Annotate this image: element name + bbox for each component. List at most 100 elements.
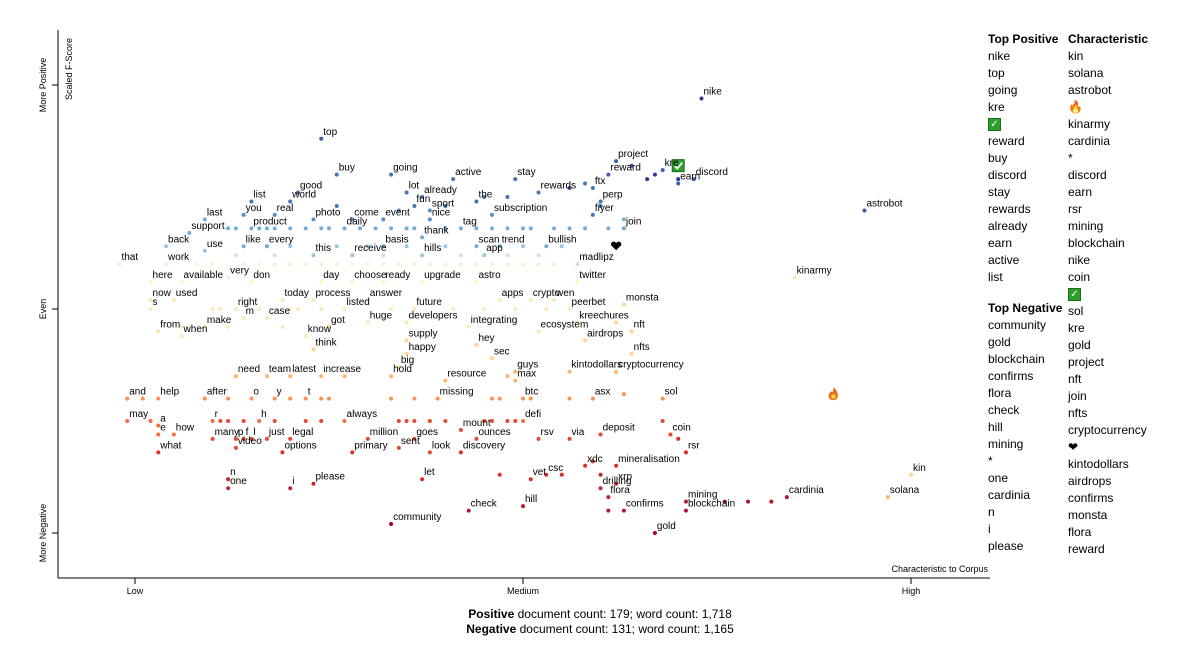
data-point-developers[interactable] <box>404 320 409 325</box>
data-point-49[interactable] <box>505 253 510 258</box>
data-point-mineralisation[interactable] <box>614 463 619 468</box>
data-point-59[interactable] <box>319 262 324 267</box>
data-point-airdrops[interactable] <box>583 338 588 343</box>
data-point-please[interactable] <box>311 481 316 486</box>
characteristic-item[interactable]: sol <box>1068 303 1148 320</box>
data-point-integrating[interactable] <box>466 324 471 329</box>
data-point-20[interactable] <box>327 226 331 231</box>
data-point-tag[interactable] <box>458 226 463 231</box>
data-point-choose[interactable] <box>350 280 355 285</box>
data-point-many[interactable] <box>210 436 215 441</box>
data-point-video[interactable] <box>233 445 238 450</box>
data-point-57[interactable] <box>288 262 293 267</box>
term-link[interactable]: gold <box>1068 338 1091 352</box>
data-point-going[interactable] <box>389 172 394 177</box>
data-point-126[interactable] <box>606 508 611 513</box>
data-point-128[interactable] <box>722 499 727 504</box>
data-point-18[interactable] <box>303 226 308 231</box>
data-point-118[interactable] <box>505 419 510 423</box>
data-point-stay[interactable] <box>513 177 518 182</box>
check-mark-icon[interactable]: ✓ <box>988 118 1001 132</box>
data-point-9[interactable] <box>334 203 339 208</box>
top-negative-item[interactable]: blockchain <box>988 351 1062 368</box>
term-link[interactable]: kintodollars <box>1068 457 1129 471</box>
data-point-drilling[interactable] <box>598 486 603 491</box>
data-point-increase[interactable] <box>319 374 324 379</box>
data-point-confirms[interactable] <box>621 508 626 513</box>
data-point-last[interactable] <box>202 217 207 222</box>
data-point-102[interactable] <box>567 396 572 401</box>
data-point-nice[interactable] <box>427 217 432 222</box>
term-link[interactable]: monsta <box>1068 508 1108 522</box>
term-link[interactable]: sol <box>1068 304 1084 318</box>
top-positive-item[interactable]: nike <box>988 48 1058 65</box>
data-point-solana[interactable] <box>885 495 890 500</box>
data-point-53[interactable] <box>210 262 215 267</box>
term-link[interactable]: discord <box>988 168 1027 182</box>
term-link[interactable]: buy <box>988 151 1008 165</box>
data-point-95[interactable] <box>319 396 324 401</box>
characteristic-item[interactable]: cryptocurrency <box>1068 422 1148 439</box>
top-positive-item[interactable]: going <box>988 82 1058 99</box>
data-point-receive[interactable] <box>350 253 355 258</box>
term-link[interactable]: project <box>1068 355 1105 369</box>
data-point-available[interactable] <box>179 280 184 285</box>
data-point-one[interactable] <box>226 486 231 491</box>
data-point-community[interactable] <box>389 522 394 527</box>
data-point-72[interactable] <box>521 262 525 267</box>
data-point-used[interactable] <box>171 298 176 303</box>
data-point-discord[interactable] <box>691 177 696 182</box>
data-point-s[interactable] <box>148 307 153 311</box>
data-point-64[interactable] <box>396 262 401 267</box>
data-point-o[interactable] <box>249 396 254 401</box>
data-point-58[interactable] <box>303 262 308 267</box>
data-point-project[interactable] <box>614 159 619 164</box>
characteristic-item[interactable]: blockchain <box>1068 235 1148 252</box>
data-point-106[interactable] <box>226 419 231 423</box>
characteristic-item[interactable]: nike <box>1068 252 1148 269</box>
data-point-7[interactable] <box>505 195 510 199</box>
term-link[interactable]: kre <box>988 100 1005 114</box>
data-point-109[interactable] <box>303 419 308 423</box>
term-link[interactable]: blockchain <box>988 352 1045 366</box>
data-point-already[interactable] <box>420 195 425 199</box>
data-point-back[interactable] <box>164 244 169 249</box>
data-point-2[interactable] <box>652 172 657 177</box>
data-point-photo[interactable] <box>311 217 316 222</box>
term-link[interactable]: nike <box>1068 253 1091 267</box>
data-point-kre[interactable] <box>660 168 665 173</box>
data-point-122[interactable] <box>590 459 595 464</box>
characteristic-item[interactable]: earn <box>1068 184 1148 201</box>
data-point-50[interactable] <box>536 253 541 258</box>
data-point-17[interactable] <box>288 226 293 231</box>
characteristic-item[interactable]: astrobot <box>1068 82 1148 99</box>
data-point-124[interactable] <box>497 472 502 477</box>
data-point-79[interactable] <box>295 307 300 311</box>
top-positive-item[interactable]: kre <box>988 99 1058 116</box>
data-point-subscription[interactable] <box>489 212 494 217</box>
data-point-127[interactable] <box>769 499 774 504</box>
data-point-88[interactable] <box>280 324 285 329</box>
data-point-93[interactable] <box>226 396 231 401</box>
data-point-119[interactable] <box>513 419 518 423</box>
data-point-support[interactable] <box>187 230 192 235</box>
data-point-rsr[interactable] <box>683 450 688 455</box>
data-point-that[interactable] <box>117 262 122 267</box>
data-point-105[interactable] <box>218 419 223 423</box>
term-link[interactable]: one <box>988 471 1009 485</box>
check-mark-emoji[interactable] <box>671 159 685 173</box>
data-point-111[interactable] <box>396 419 401 423</box>
term-link[interactable]: gold <box>988 335 1011 349</box>
data-point-13[interactable] <box>233 226 238 231</box>
data-point-104[interactable] <box>148 419 153 423</box>
top-negative-item[interactable]: flora <box>988 385 1062 402</box>
data-point-108[interactable] <box>272 419 277 423</box>
data-point-ftx[interactable] <box>590 186 595 191</box>
data-point-10[interactable] <box>396 208 401 213</box>
data-point-l[interactable] <box>249 436 254 441</box>
data-point-121[interactable] <box>676 436 681 441</box>
data-point-primary[interactable] <box>350 450 355 455</box>
data-point-legal[interactable] <box>288 436 293 441</box>
data-point-rsv[interactable] <box>536 436 541 441</box>
data-point-goes[interactable] <box>412 436 417 441</box>
